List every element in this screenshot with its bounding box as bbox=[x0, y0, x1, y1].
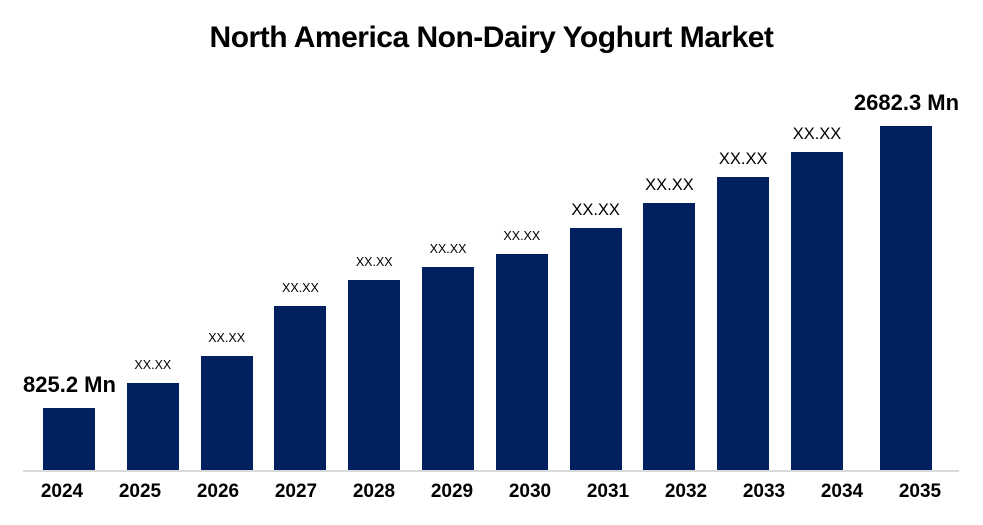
bar-column-2025: XX.XX bbox=[116, 0, 190, 470]
bar-column-2031: XX.XX bbox=[559, 0, 633, 470]
x-tick-2035: 2035 bbox=[898, 481, 942, 502]
bar-2034 bbox=[791, 152, 843, 470]
value-label-2027: XX.XX bbox=[282, 280, 319, 295]
value-label-2034: XX.XX bbox=[792, 124, 842, 143]
bar-2028 bbox=[348, 280, 401, 470]
x-axis-labels: 2024 2025 2026 2027 2028 2029 2030 2031 2032 2033… bbox=[23, 481, 959, 503]
x-tick-2033: 2033 bbox=[742, 481, 786, 502]
x-tick-2030: 2030 bbox=[508, 481, 552, 502]
value-label-2025: XX.XX bbox=[134, 357, 172, 372]
bar-2033 bbox=[717, 177, 770, 470]
x-tick-2034: 2034 bbox=[820, 481, 864, 502]
x-tick-2028: 2028 bbox=[352, 481, 396, 502]
value-label-2030: XX.XX bbox=[503, 228, 541, 243]
bar-column-2032: XX.XX bbox=[633, 0, 707, 470]
bar-column-2034: XX.XX bbox=[780, 0, 854, 470]
bar-2026 bbox=[200, 356, 253, 470]
bar-column-2028: XX.XX bbox=[337, 0, 411, 470]
value-label-2026: XX.XX bbox=[208, 330, 246, 345]
x-tick-2029: 2029 bbox=[430, 481, 474, 502]
x-tick-2031: 2031 bbox=[586, 481, 630, 502]
x-tick-2024: 2024 bbox=[40, 481, 84, 502]
bar-column-2026: XX.XX bbox=[190, 0, 264, 470]
value-label-2031: XX.XX bbox=[571, 200, 620, 219]
bar-2035 bbox=[880, 126, 933, 470]
bar-column-2027: XX.XX bbox=[264, 0, 338, 470]
bar-column-2030: XX.XX bbox=[485, 0, 559, 470]
value-label-2035: 2682.3 Mn bbox=[853, 90, 960, 115]
x-tick-2025: 2025 bbox=[118, 481, 162, 502]
plot-area: 825.2 Mn XX.XX XX.XX XX.XX XX.XX XX.XX XX.XX XX… bbox=[23, 0, 959, 470]
value-label-2033: XX.XX bbox=[718, 149, 768, 168]
value-label-2024: 825.2 Mn bbox=[23, 372, 116, 397]
bar-column-2033: XX.XX bbox=[706, 0, 780, 470]
x-tick-2026: 2026 bbox=[196, 481, 240, 502]
value-label-2032: XX.XX bbox=[645, 175, 694, 194]
x-axis-line bbox=[23, 470, 959, 472]
value-label-2028: XX.XX bbox=[355, 254, 393, 269]
bar-column-2024: 825.2 Mn bbox=[23, 0, 116, 470]
x-tick-2032: 2032 bbox=[664, 481, 708, 502]
bar-2029 bbox=[422, 267, 475, 470]
bar-2031 bbox=[569, 228, 622, 470]
chart-title: North America Non-Dairy Yoghurt Market bbox=[209, 21, 774, 54]
value-label-2029: XX.XX bbox=[429, 241, 467, 256]
bar-2024 bbox=[43, 408, 96, 470]
bar-column-2029: XX.XX bbox=[411, 0, 485, 470]
bar-2032 bbox=[643, 203, 696, 470]
bar-2025 bbox=[126, 383, 179, 470]
bar-column-2035: 2682.3 Mn bbox=[854, 0, 959, 470]
bar-2030 bbox=[495, 254, 548, 470]
x-tick-2027: 2027 bbox=[274, 481, 318, 502]
bar-2027 bbox=[274, 306, 327, 470]
